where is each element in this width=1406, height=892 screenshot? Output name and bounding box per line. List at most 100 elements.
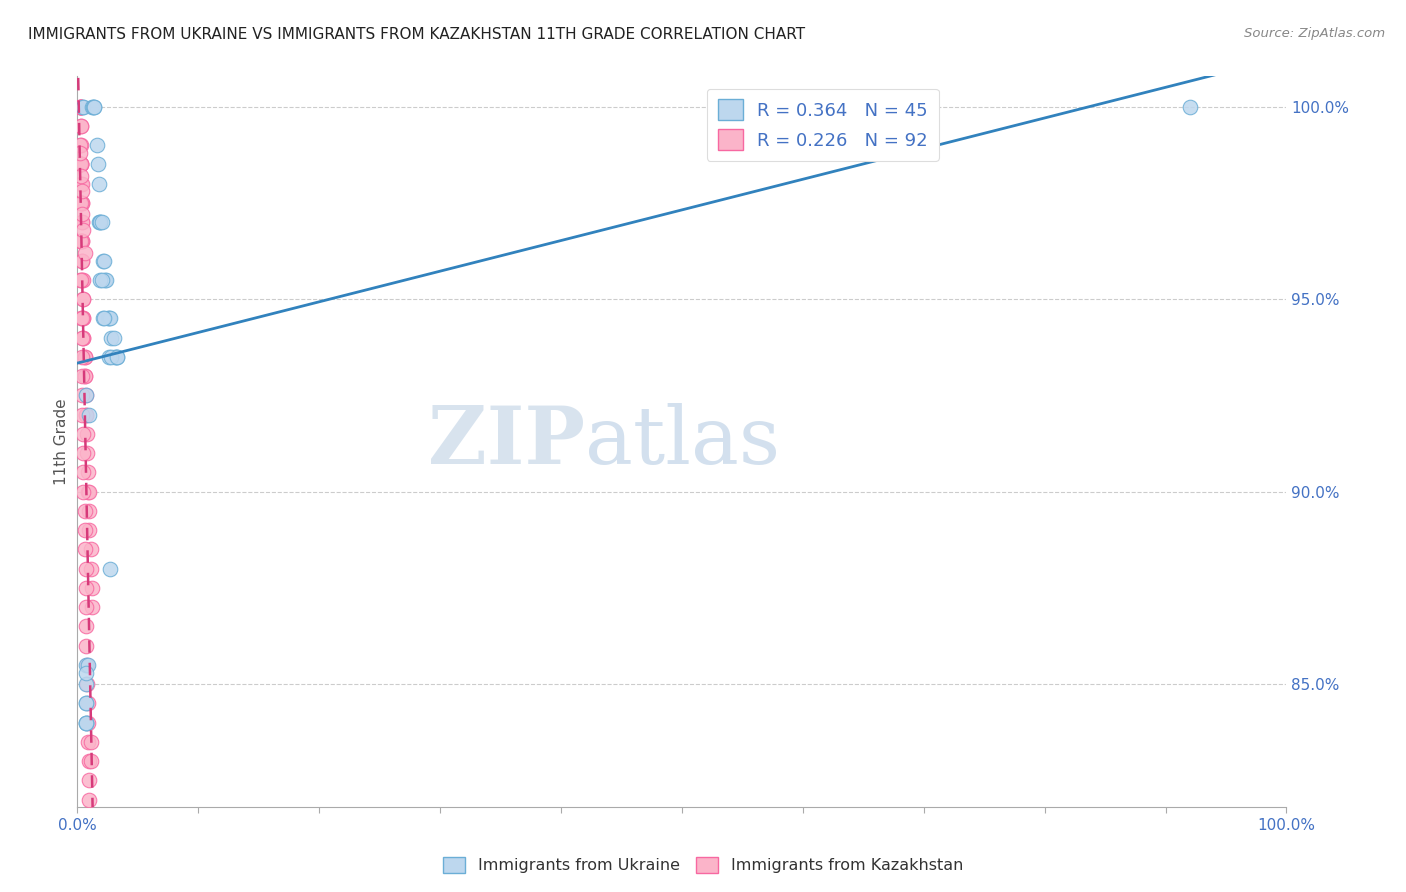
Point bbox=[91, 253, 114, 268]
Text: ZIP: ZIP bbox=[429, 402, 585, 481]
Point bbox=[75, 715, 97, 730]
Point bbox=[73, 369, 96, 384]
Point bbox=[96, 311, 118, 326]
Point bbox=[70, 195, 93, 210]
Point bbox=[69, 235, 91, 249]
Point bbox=[80, 600, 103, 615]
Point bbox=[77, 735, 100, 749]
Point bbox=[70, 184, 93, 198]
Point bbox=[96, 273, 118, 287]
Point bbox=[79, 754, 101, 768]
Point bbox=[75, 665, 97, 680]
Point bbox=[72, 100, 94, 114]
Point bbox=[69, 100, 91, 114]
Point bbox=[93, 253, 115, 268]
Point bbox=[69, 138, 91, 153]
Point bbox=[70, 157, 93, 171]
Point bbox=[80, 100, 103, 114]
Point bbox=[70, 100, 93, 114]
Point bbox=[98, 561, 121, 575]
Point bbox=[72, 330, 94, 344]
Point bbox=[70, 235, 93, 249]
Point bbox=[77, 715, 100, 730]
Point bbox=[93, 311, 115, 326]
Point bbox=[105, 350, 128, 364]
Point bbox=[75, 408, 97, 422]
Point bbox=[70, 273, 93, 287]
Point bbox=[69, 145, 91, 160]
Point bbox=[97, 350, 120, 364]
Legend: R = 0.364   N = 45, R = 0.226   N = 92: R = 0.364 N = 45, R = 0.226 N = 92 bbox=[707, 88, 939, 161]
Point bbox=[70, 119, 93, 133]
Point bbox=[70, 157, 93, 171]
Point bbox=[79, 504, 101, 518]
Point bbox=[75, 696, 97, 710]
Point bbox=[75, 408, 97, 422]
Point bbox=[75, 657, 97, 672]
Point bbox=[70, 388, 93, 402]
Point bbox=[83, 100, 105, 114]
Point bbox=[70, 207, 93, 221]
Point bbox=[75, 715, 97, 730]
Point bbox=[72, 330, 94, 344]
Point bbox=[103, 330, 125, 344]
Point bbox=[72, 223, 94, 237]
Point bbox=[70, 253, 93, 268]
Point bbox=[75, 619, 97, 633]
Point bbox=[75, 696, 97, 710]
Point bbox=[69, 100, 91, 114]
Point bbox=[70, 157, 93, 171]
Point bbox=[75, 677, 97, 691]
Point bbox=[75, 388, 97, 402]
Point bbox=[75, 388, 97, 402]
Point bbox=[77, 466, 100, 480]
Point bbox=[1178, 100, 1201, 114]
Point bbox=[70, 195, 93, 210]
Point bbox=[76, 426, 98, 441]
Point bbox=[72, 273, 94, 287]
Point bbox=[72, 426, 94, 441]
Point bbox=[73, 369, 96, 384]
Point bbox=[70, 235, 93, 249]
Point bbox=[79, 773, 101, 788]
Point bbox=[72, 446, 94, 460]
Point bbox=[75, 639, 97, 653]
Point bbox=[80, 581, 103, 595]
Point bbox=[89, 215, 111, 229]
Point bbox=[75, 561, 97, 575]
Point bbox=[77, 484, 100, 499]
Point bbox=[70, 350, 93, 364]
Point bbox=[79, 484, 101, 499]
Point bbox=[70, 100, 93, 114]
Point bbox=[76, 446, 98, 460]
Point bbox=[100, 330, 122, 344]
Point bbox=[70, 215, 93, 229]
Point bbox=[73, 504, 96, 518]
Point bbox=[91, 311, 114, 326]
Point bbox=[90, 215, 112, 229]
Point bbox=[79, 523, 101, 537]
Text: IMMIGRANTS FROM UKRAINE VS IMMIGRANTS FROM KAZAKHSTAN 11TH GRADE CORRELATION CHA: IMMIGRANTS FROM UKRAINE VS IMMIGRANTS FR… bbox=[28, 27, 806, 42]
Point bbox=[97, 311, 120, 326]
Point bbox=[98, 311, 121, 326]
Point bbox=[79, 408, 101, 422]
Point bbox=[70, 119, 93, 133]
Point bbox=[72, 311, 94, 326]
Point bbox=[69, 273, 91, 287]
Point bbox=[70, 100, 93, 114]
Point bbox=[75, 600, 97, 615]
Point bbox=[70, 369, 93, 384]
Point bbox=[73, 523, 96, 537]
Point bbox=[70, 311, 93, 326]
Point bbox=[72, 100, 94, 114]
Point bbox=[70, 408, 93, 422]
Point bbox=[70, 215, 93, 229]
Text: Source: ZipAtlas.com: Source: ZipAtlas.com bbox=[1244, 27, 1385, 40]
Point bbox=[69, 157, 91, 171]
Point bbox=[69, 100, 91, 114]
Point bbox=[76, 677, 98, 691]
Point bbox=[72, 292, 94, 306]
Point bbox=[79, 792, 101, 806]
Point bbox=[73, 350, 96, 364]
Point bbox=[70, 235, 93, 249]
